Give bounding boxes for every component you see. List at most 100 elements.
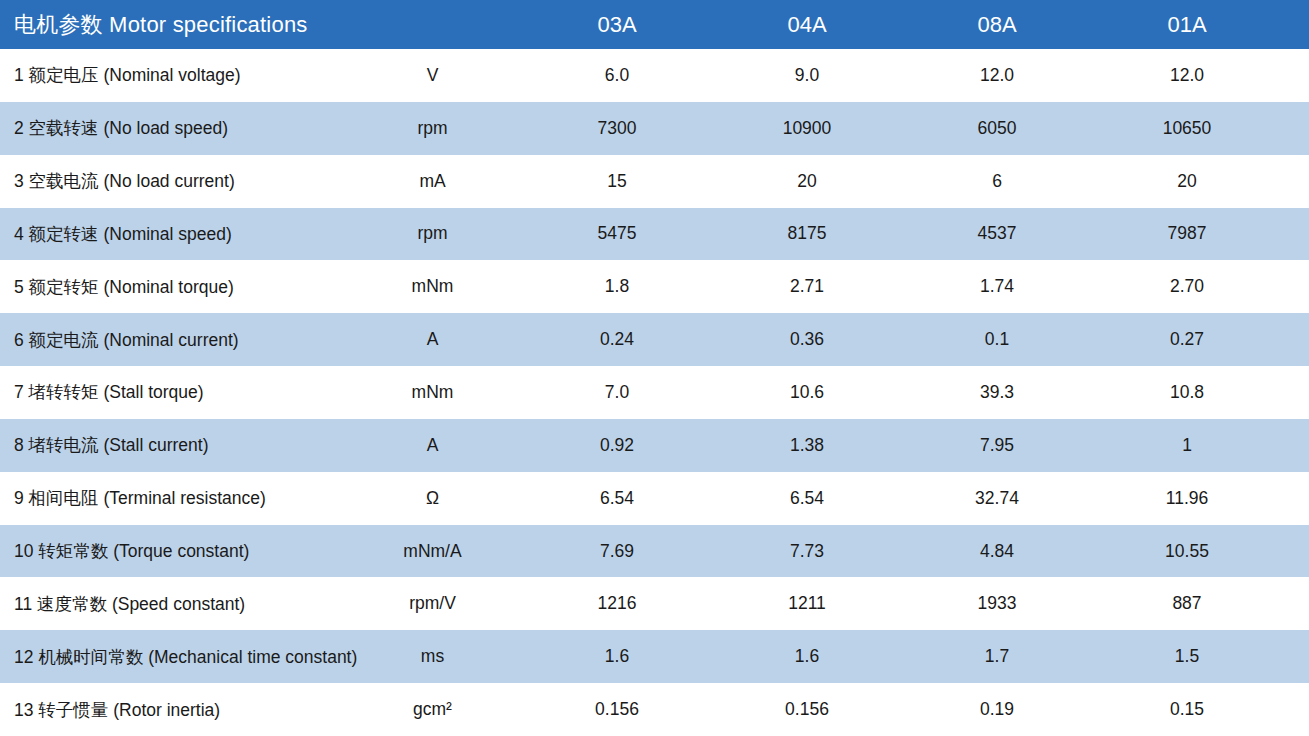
value-cell: 7987 [1092, 223, 1282, 244]
column-header: 08A [902, 12, 1092, 38]
param-label: 9 相间电阻 (Terminal resistance) [0, 486, 365, 510]
value-cell: 0.24 [522, 329, 712, 350]
param-label: 8 堵转电流 (Stall current) [0, 433, 365, 457]
value-cell: 1.6 [522, 646, 712, 667]
param-label: 10 转矩常数 (Torque constant) [0, 539, 365, 563]
value-cell: 7300 [522, 118, 712, 139]
value-cell: 6.0 [522, 65, 712, 86]
unit-cell: A [365, 329, 500, 350]
table-row: 12 机械时间常数 (Mechanical time constant)ms 1.… [0, 630, 1309, 683]
value-cell: 0.36 [712, 329, 902, 350]
value-cell: 1.7 [902, 646, 1092, 667]
value-cell: 7.95 [902, 435, 1092, 456]
param-label: 13 转子惯量 (Rotor inertia) [0, 698, 365, 722]
param-label: 7 堵转转矩 (Stall torque) [0, 380, 365, 404]
value-cell: 1 [1092, 435, 1282, 456]
table-row: 8 堵转电流 (Stall current)A 0.921.387.951 [0, 419, 1309, 472]
value-cell: 7.73 [712, 541, 902, 562]
value-cell: 15 [522, 171, 712, 192]
value-cell: 12.0 [1092, 65, 1282, 86]
table-row: 6 额定电流 (Nominal current)A0.240.360.10.27 [0, 313, 1309, 366]
value-cell: 10.6 [712, 382, 902, 403]
unit-cell: mNm [365, 276, 500, 297]
value-cell: 1.38 [712, 435, 902, 456]
table-row: 2 空载转速 (No load speed)rpm 730010900605010… [0, 102, 1309, 155]
value-cell: 0.156 [712, 699, 902, 720]
spacer [500, 49, 522, 102]
param-label: 3 空载电流 (No load current) [0, 169, 365, 193]
value-cell: 7.0 [522, 382, 712, 403]
param-label: 2 空载转速 (No load speed) [0, 116, 365, 140]
value-cell: 7.69 [522, 541, 712, 562]
value-cell: 10900 [712, 118, 902, 139]
param-label: 6 额定电流 (Nominal current) [0, 328, 365, 352]
spacer [500, 366, 522, 419]
value-cell: 6.54 [522, 488, 712, 509]
value-cell: 2.71 [712, 276, 902, 297]
table-row: 9 相间电阻 (Terminal resistance)Ω6.546.5432.… [0, 472, 1309, 525]
spacer [500, 102, 522, 155]
column-header: 03A [522, 12, 712, 38]
value-cell: 20 [1092, 171, 1282, 192]
value-cell: 0.15 [1092, 699, 1282, 720]
value-cell: 20 [712, 171, 902, 192]
spacer [500, 630, 522, 683]
unit-cell: Ω [365, 488, 500, 509]
value-cell: 6 [902, 171, 1092, 192]
param-label: 12 机械时间常数 (Mechanical time constant) [0, 645, 365, 669]
value-cell: 0.92 [522, 435, 712, 456]
unit-cell: mNm [365, 382, 500, 403]
spacer [500, 208, 522, 261]
table-row: 4 额定转速 (Nominal speed)rpm 547581754537798… [0, 208, 1309, 261]
table-row: 5 额定转矩 (Nominal torque)mNm1.82.711.742.7… [0, 260, 1309, 313]
param-label: 4 额定转速 (Nominal speed) [0, 222, 365, 246]
spacer [500, 419, 522, 472]
value-cell: 1933 [902, 593, 1092, 614]
unit-cell: V [365, 65, 500, 86]
unit-cell: mA [365, 171, 500, 192]
unit-cell: A [365, 435, 500, 456]
table-row: 10 转矩常数 (Torque constant)mNm/A 7.697.734.… [0, 525, 1309, 578]
value-cell: 39.3 [902, 382, 1092, 403]
unit-cell: rpm [365, 118, 500, 139]
value-cell: 4.84 [902, 541, 1092, 562]
unit-cell: rpm/V [365, 593, 500, 614]
value-cell: 1.74 [902, 276, 1092, 297]
table-title: 电机参数 Motor specifications [0, 10, 522, 40]
param-label: 11 速度常数 (Speed constant) [0, 592, 365, 616]
unit-cell: rpm [365, 223, 500, 244]
spacer [500, 313, 522, 366]
value-cell: 11.96 [1092, 488, 1282, 509]
value-cell: 8175 [712, 223, 902, 244]
value-cell: 6050 [902, 118, 1092, 139]
value-cell: 1216 [522, 593, 712, 614]
value-cell: 1.8 [522, 276, 712, 297]
param-label: 5 额定转矩 (Nominal torque) [0, 275, 365, 299]
table-row: 1 额定电压 (Nominal voltage)V6.09.012.012.0 [0, 49, 1309, 102]
value-cell: 10.8 [1092, 382, 1282, 403]
spacer [500, 683, 522, 736]
table-row: 7 堵转转矩 (Stall torque)mNm 7.010.639.310.8 [0, 366, 1309, 419]
unit-cell: gcm² [365, 699, 500, 720]
table-header: 电机参数 Motor specifications 03A04A08A01A [0, 0, 1309, 49]
table-row: 3 空载电流 (No load current)mA1520620 [0, 155, 1309, 208]
value-cell: 1.6 [712, 646, 902, 667]
value-cell: 0.156 [522, 699, 712, 720]
value-cell: 10.55 [1092, 541, 1282, 562]
spacer [500, 155, 522, 208]
value-cell: 1.5 [1092, 646, 1282, 667]
value-cell: 6.54 [712, 488, 902, 509]
value-cell: 4537 [902, 223, 1092, 244]
unit-cell: ms [365, 646, 500, 667]
value-cell: 5475 [522, 223, 712, 244]
value-cell: 887 [1092, 593, 1282, 614]
spacer [500, 577, 522, 630]
value-cell: 32.74 [902, 488, 1092, 509]
table-row: 13 转子惯量 (Rotor inertia)gcm² 0.1560.156 0.1… [0, 683, 1309, 736]
table-body: 1 额定电压 (Nominal voltage)V6.09.012.012.02… [0, 49, 1309, 736]
spacer [500, 525, 522, 578]
column-header: 04A [712, 12, 902, 38]
unit-cell: mNm/A [365, 541, 500, 562]
value-cell: 10650 [1092, 118, 1282, 139]
value-cell: 9.0 [712, 65, 902, 86]
